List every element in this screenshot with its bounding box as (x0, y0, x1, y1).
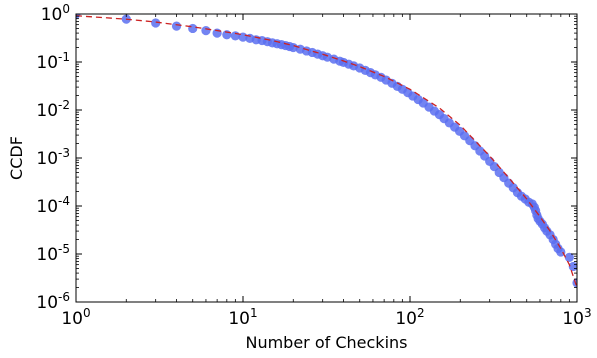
y-axis-label: CCDF (7, 136, 26, 180)
y-tick-label: 10-4 (36, 194, 70, 217)
data-point (288, 42, 298, 53)
axes: 100 101 102 103 10-6 10-5 10-4 10-3 10-2 10-1 100 (36, 2, 591, 329)
y-tick-label: 10-2 (36, 98, 70, 121)
plot-area (76, 14, 577, 288)
y-tick-label: 10-3 (36, 146, 70, 169)
data-point (201, 26, 211, 36)
x-tick-label: 102 (395, 306, 424, 329)
y-tick-label: 10-5 (36, 242, 70, 265)
y-tick-label: 10-1 (36, 50, 70, 73)
x-tick-label: 100 (61, 306, 90, 329)
x-tick-label: 103 (562, 306, 591, 329)
data-point (188, 23, 198, 34)
data-point (212, 28, 222, 38)
series-group (76, 14, 577, 288)
fit-line (76, 15, 577, 288)
data-point (564, 252, 574, 262)
data-point (151, 18, 161, 28)
data-point (171, 21, 182, 31)
x-tick-label: 101 (228, 306, 257, 329)
y-tick-label: 100 (41, 2, 70, 25)
data-point (556, 247, 566, 257)
x-axis-label: Number of Checkins (245, 333, 407, 352)
y-tick-label: 10-6 (36, 290, 70, 313)
